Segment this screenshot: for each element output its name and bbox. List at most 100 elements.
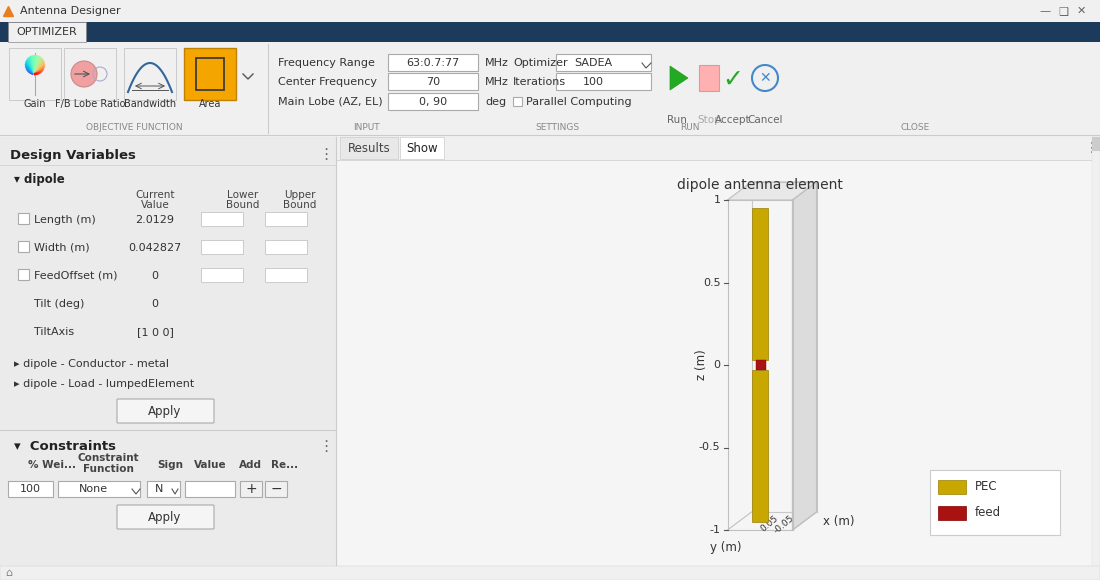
Text: TiltAxis: TiltAxis [34, 327, 74, 337]
Bar [336, 160, 1100, 580]
Text: -0.5: -0.5 [698, 443, 720, 452]
Text: Cancel: Cancel [747, 115, 783, 125]
Text: Gain: Gain [24, 99, 46, 109]
Text: Add: Add [239, 460, 262, 470]
FancyBboxPatch shape [340, 137, 398, 159]
Bar [756, 360, 766, 370]
Text: 0.5: 0.5 [703, 277, 720, 288]
Bar [1092, 137, 1100, 151]
Text: Iterations: Iterations [513, 77, 566, 87]
Text: ⌂: ⌂ [6, 568, 12, 578]
FancyBboxPatch shape [201, 240, 243, 254]
Text: Sign: Sign [157, 460, 183, 470]
Text: Constraint: Constraint [77, 453, 139, 463]
Text: Length (m): Length (m) [34, 215, 96, 225]
Text: -1: -1 [710, 525, 720, 535]
Text: ✓: ✓ [723, 68, 744, 92]
Bar [0, 566, 1100, 580]
Text: ⋮: ⋮ [318, 438, 333, 454]
Text: Bound: Bound [227, 200, 260, 210]
Text: SADEA: SADEA [574, 58, 612, 68]
Text: PEC: PEC [975, 480, 998, 494]
FancyBboxPatch shape [556, 73, 651, 90]
Text: 100: 100 [583, 77, 604, 87]
Text: +: + [245, 482, 256, 496]
Text: ✕: ✕ [759, 71, 771, 85]
Text: −: − [271, 482, 282, 496]
Text: ⋮: ⋮ [1085, 141, 1099, 155]
Text: [1 0 0]: [1 0 0] [136, 327, 174, 337]
Text: Show: Show [406, 142, 438, 154]
Bar [752, 208, 768, 360]
Text: dipole antenna element: dipole antenna element [678, 178, 843, 192]
Text: 100: 100 [20, 484, 41, 494]
FancyBboxPatch shape [18, 241, 29, 252]
Bar [1092, 137, 1100, 580]
FancyBboxPatch shape [698, 65, 719, 91]
FancyBboxPatch shape [147, 481, 180, 497]
FancyBboxPatch shape [18, 213, 29, 224]
Text: ▸ dipole - Load - lumpedElement: ▸ dipole - Load - lumpedElement [14, 379, 195, 389]
FancyBboxPatch shape [265, 212, 307, 226]
FancyBboxPatch shape [265, 240, 307, 254]
Polygon shape [727, 182, 816, 200]
FancyBboxPatch shape [9, 48, 60, 100]
Text: ▾  Constraints: ▾ Constraints [14, 440, 116, 452]
Text: Value: Value [194, 460, 227, 470]
FancyBboxPatch shape [117, 399, 214, 423]
FancyBboxPatch shape [513, 97, 522, 106]
FancyBboxPatch shape [201, 268, 243, 282]
Text: 0: 0 [152, 299, 158, 309]
FancyBboxPatch shape [64, 48, 116, 100]
Text: Current: Current [135, 190, 175, 200]
Text: 63:0.7:77: 63:0.7:77 [406, 58, 460, 68]
Text: Bandwidth: Bandwidth [124, 99, 176, 109]
FancyBboxPatch shape [8, 481, 53, 497]
Text: 0: 0 [714, 360, 720, 370]
Text: -0.05: -0.05 [772, 514, 795, 536]
Text: Area: Area [199, 99, 221, 109]
Text: Optimizer: Optimizer [513, 58, 568, 68]
FancyBboxPatch shape [184, 48, 236, 100]
FancyBboxPatch shape [400, 137, 444, 159]
Text: ▸ dipole - Conductor - metal: ▸ dipole - Conductor - metal [14, 359, 169, 369]
FancyBboxPatch shape [388, 73, 478, 90]
Text: Re...: Re... [272, 460, 298, 470]
Text: Apply: Apply [148, 404, 182, 418]
Text: —: — [1040, 6, 1050, 16]
Text: Frequency Range: Frequency Range [278, 58, 375, 68]
Text: F/B Lobe Ratio: F/B Lobe Ratio [55, 99, 125, 109]
Text: y (m): y (m) [710, 542, 741, 554]
Text: % Wei...: % Wei... [28, 460, 76, 470]
Text: 0.05: 0.05 [758, 514, 780, 534]
FancyBboxPatch shape [8, 22, 86, 42]
FancyBboxPatch shape [185, 481, 235, 497]
Text: 2.0129: 2.0129 [135, 215, 175, 225]
FancyBboxPatch shape [556, 54, 651, 71]
Text: 0: 0 [152, 271, 158, 281]
Bar [938, 506, 966, 520]
FancyBboxPatch shape [240, 481, 262, 497]
FancyBboxPatch shape [388, 93, 478, 110]
Text: Function: Function [82, 464, 133, 474]
Text: 1: 1 [714, 195, 720, 205]
Text: Width (m): Width (m) [34, 243, 89, 253]
Text: ✕: ✕ [1076, 6, 1086, 16]
Text: INPUT: INPUT [353, 124, 380, 132]
Text: deg: deg [485, 97, 506, 107]
Text: OBJECTIVE FUNCTION: OBJECTIVE FUNCTION [86, 124, 183, 132]
Text: 0, 90: 0, 90 [419, 97, 447, 107]
Bar [0, 137, 336, 580]
Text: Upper: Upper [284, 190, 316, 200]
Text: Apply: Apply [148, 510, 182, 524]
Bar [0, 0, 1100, 22]
Text: Lower: Lower [228, 190, 258, 200]
Text: ▾ dipole: ▾ dipole [14, 173, 65, 187]
Bar [938, 480, 966, 494]
FancyBboxPatch shape [58, 481, 140, 497]
Text: ⋮: ⋮ [318, 147, 333, 162]
Text: SETTINGS: SETTINGS [536, 124, 580, 132]
Text: RUN: RUN [680, 124, 700, 132]
Text: 0.042827: 0.042827 [129, 243, 182, 253]
FancyBboxPatch shape [388, 54, 478, 71]
